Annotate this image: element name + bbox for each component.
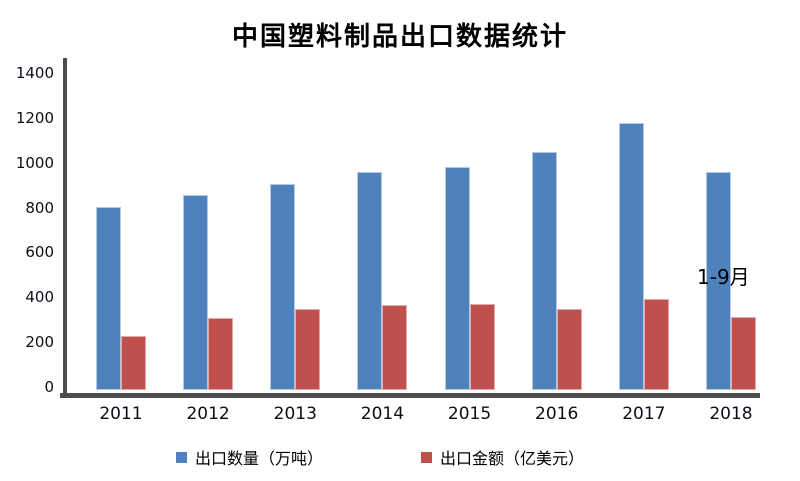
x-axis-label-2011: 2011 [99, 404, 143, 424]
x-axis-label-2016: 2016 [535, 404, 579, 424]
bar-quantity-2014 [357, 171, 383, 390]
bar-quantity-2017 [618, 122, 644, 390]
bar-quantity-2011 [96, 207, 121, 390]
y-tick-label-1400: 1400 [15, 63, 54, 82]
y-axis-line [63, 58, 67, 398]
bar-quantity-2012 [183, 194, 209, 390]
bar-value-2011 [121, 336, 146, 390]
bar-value-2017 [643, 298, 669, 390]
legend-marker-export-quantity [176, 451, 187, 463]
x-axis-label-2014: 2014 [360, 404, 405, 424]
y-tick-label-0: 0 [44, 378, 54, 396]
bar-value-2015 [469, 304, 495, 390]
bar-quantity-2018 [705, 171, 731, 390]
bar-quantity-2016 [531, 152, 557, 390]
y-tick-label-1200: 1200 [15, 108, 54, 127]
legend-item-export-value: 出口金额（亿美元） [421, 446, 584, 468]
legend-label-export-value: 出口金额（亿美元） [440, 449, 585, 468]
bar-value-2013 [295, 308, 321, 390]
partial-year-annotation: 1-9月 [697, 265, 750, 289]
bar-value-2018 [730, 316, 756, 390]
bar-value-2014 [382, 305, 408, 390]
x-axis-label-2017: 2017 [622, 404, 666, 424]
bar-quantity-2015 [444, 167, 470, 390]
x-axis-label-2015: 2015 [447, 404, 492, 424]
x-axis-line [60, 393, 760, 398]
legend-item-export-quantity: 出口数量（万吨） [176, 446, 323, 468]
bar-value-2016 [556, 308, 582, 390]
y-tick-label-400: 400 [25, 288, 54, 307]
y-tick-label-600: 600 [25, 243, 54, 262]
legend-marker-export-value [421, 451, 432, 463]
chart-title: 中国塑料制品出口数据统计 [231, 22, 568, 52]
x-axis-label-2013: 2013 [273, 404, 317, 424]
bar-quantity-2013 [270, 184, 296, 390]
bar-value-2012 [208, 318, 234, 390]
y-tick-label-200: 200 [25, 333, 54, 352]
y-tick-label-1000: 1000 [15, 153, 54, 172]
x-axis-label-2012: 2012 [186, 404, 230, 424]
y-tick-label-800: 800 [25, 198, 54, 217]
x-axis-label-2018: 2018 [709, 404, 753, 424]
legend-label-export-quantity: 出口数量（万吨） [195, 449, 324, 468]
